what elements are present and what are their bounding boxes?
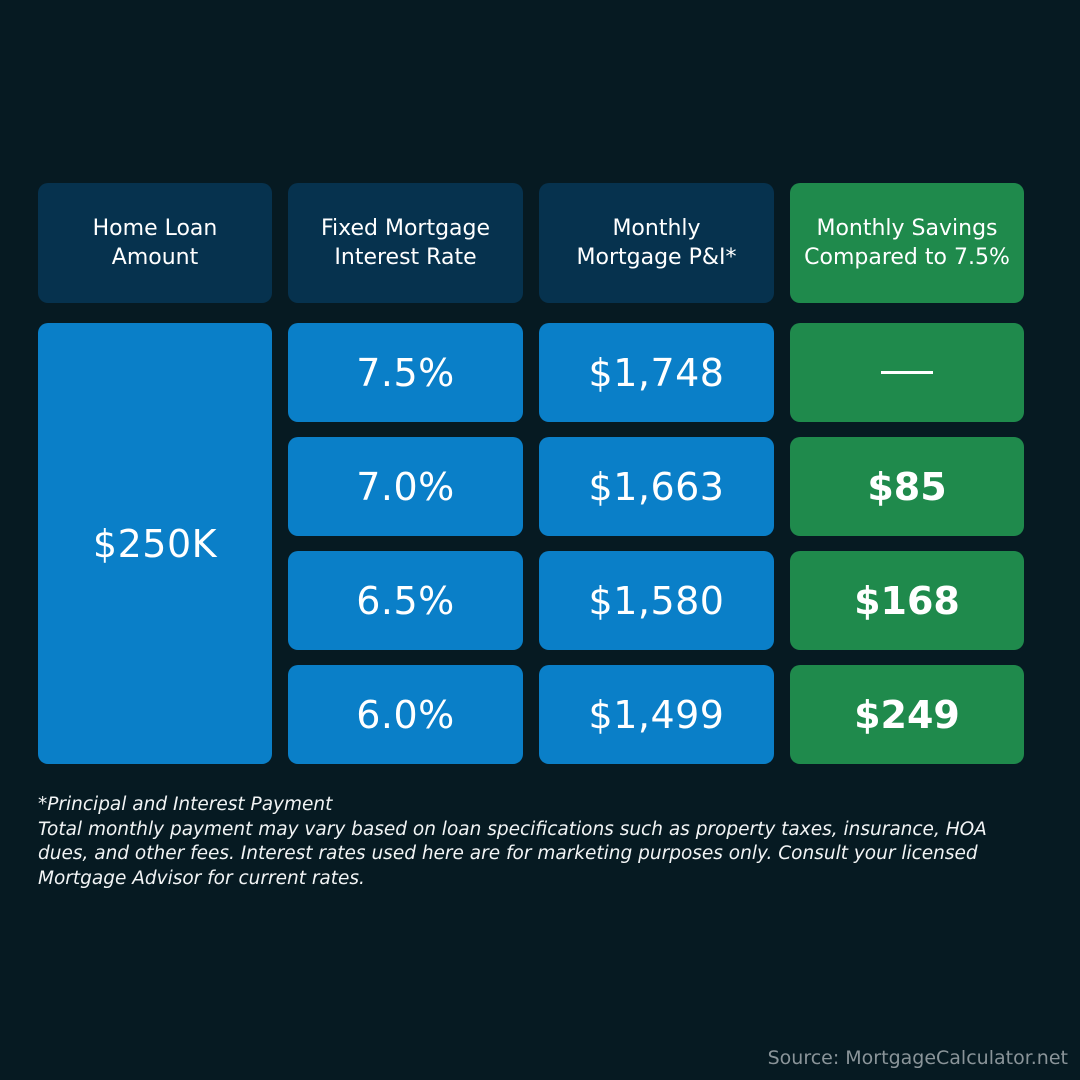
savings-value: $85 (867, 464, 947, 509)
savings-cell-row-1 (790, 323, 1024, 422)
rate-cell-row-1: 7.5% (288, 323, 523, 422)
header-interest-rate-label: Fixed Mortgage Interest Rate (320, 216, 491, 270)
payment-value: $1,663 (588, 464, 725, 509)
savings-cell-row-4: $249 (790, 665, 1024, 764)
rate-cell-row-2: 7.0% (288, 437, 523, 536)
payment-cell-row-2: $1,663 (539, 437, 774, 536)
header-monthly-pi: Monthly Mortgage P&I* (539, 183, 774, 303)
savings-value: $168 (854, 578, 960, 623)
payment-value: $1,499 (588, 692, 725, 737)
savings-value: $249 (854, 692, 960, 737)
loan-amount-cell: $250K (38, 323, 272, 764)
rate-cell-row-4: 6.0% (288, 665, 523, 764)
payment-cell-row-4: $1,499 (539, 665, 774, 764)
header-home-loan-amount: Home Loan Amount (38, 183, 272, 303)
footnote-asterisk-note: *Principal and Interest Payment (38, 794, 333, 815)
disclaimer-footnote: *Principal and Interest Payment Total mo… (38, 793, 1038, 891)
no-savings-dash (881, 371, 933, 374)
payment-value: $1,748 (588, 350, 725, 395)
header-monthly-savings: Monthly Savings Compared to 7.5% (790, 183, 1024, 303)
rate-cell-row-3: 6.5% (288, 551, 523, 650)
payment-cell-row-1: $1,748 (539, 323, 774, 422)
savings-cell-row-3: $168 (790, 551, 1024, 650)
rate-value: 6.5% (356, 578, 455, 623)
header-interest-rate: Fixed Mortgage Interest Rate (288, 183, 523, 303)
loan-amount-value: $250K (92, 521, 218, 566)
footnote-disclaimer-text: Total monthly payment may vary based on … (38, 818, 987, 889)
rate-value: 7.0% (356, 464, 455, 509)
rate-value: 6.0% (356, 692, 455, 737)
header-monthly-savings-label: Monthly Savings Compared to 7.5% (804, 216, 1010, 270)
source-attribution: Source: MortgageCalculator.net (767, 1047, 1068, 1069)
header-home-loan-amount-label: Home Loan Amount (92, 216, 218, 270)
savings-cell-row-2: $85 (790, 437, 1024, 536)
payment-cell-row-3: $1,580 (539, 551, 774, 650)
payment-value: $1,580 (588, 578, 725, 623)
rate-value: 7.5% (356, 350, 455, 395)
header-monthly-pi-label: Monthly Mortgage P&I* (576, 216, 737, 270)
